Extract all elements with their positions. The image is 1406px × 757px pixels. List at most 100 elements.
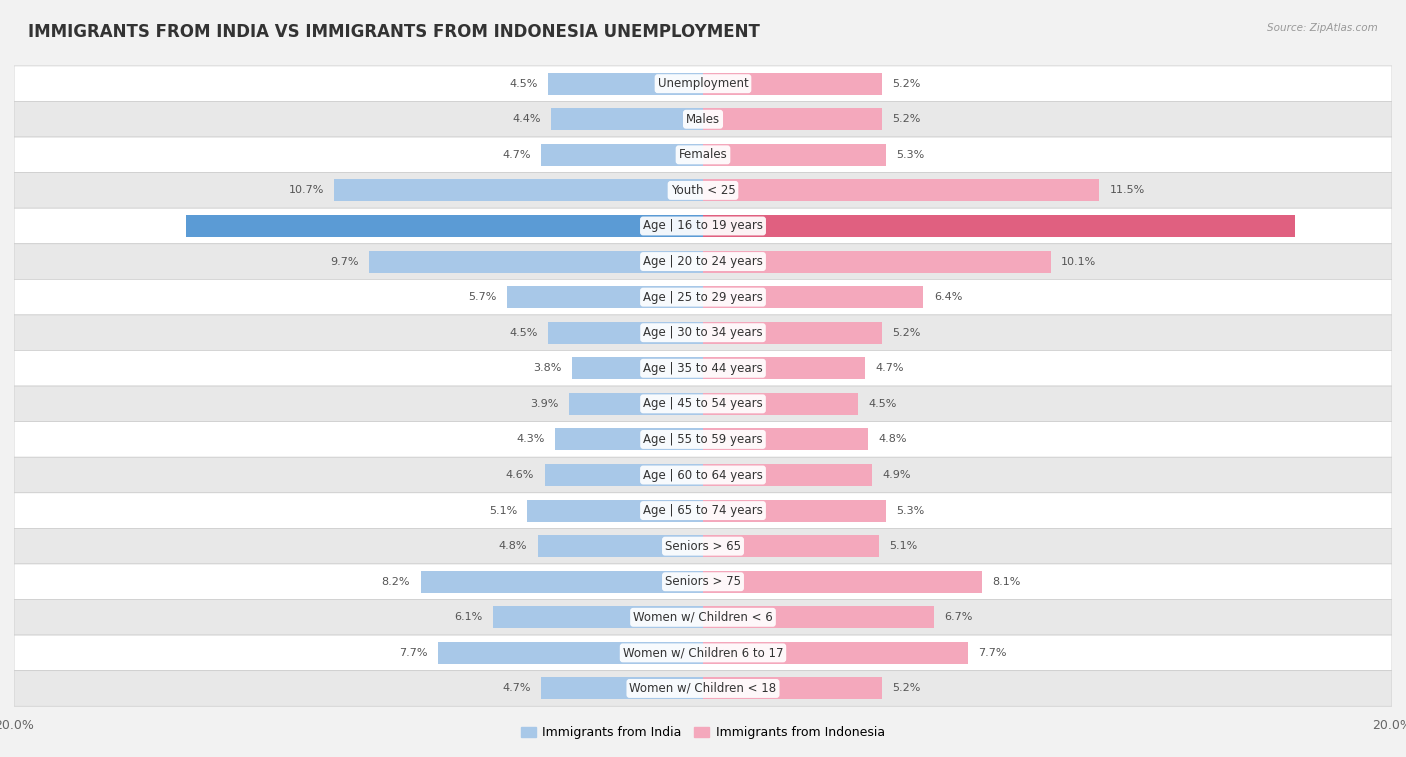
Bar — [703, 322, 882, 344]
Bar — [572, 357, 703, 379]
FancyBboxPatch shape — [14, 315, 1392, 350]
Bar — [541, 144, 703, 166]
Text: 5.7%: 5.7% — [468, 292, 496, 302]
Text: 5.3%: 5.3% — [896, 150, 924, 160]
Text: 10.1%: 10.1% — [1062, 257, 1097, 266]
FancyBboxPatch shape — [14, 564, 1392, 600]
Text: 8.2%: 8.2% — [381, 577, 411, 587]
Bar — [703, 251, 1050, 273]
Text: Age | 65 to 74 years: Age | 65 to 74 years — [643, 504, 763, 517]
Bar — [537, 535, 703, 557]
Text: 17.2%: 17.2% — [1306, 221, 1344, 231]
Text: Seniors > 65: Seniors > 65 — [665, 540, 741, 553]
Text: Age | 55 to 59 years: Age | 55 to 59 years — [643, 433, 763, 446]
Text: Age | 35 to 44 years: Age | 35 to 44 years — [643, 362, 763, 375]
Text: 5.2%: 5.2% — [893, 79, 921, 89]
Bar — [544, 464, 703, 486]
FancyBboxPatch shape — [14, 66, 1392, 101]
Text: Age | 60 to 64 years: Age | 60 to 64 years — [643, 469, 763, 481]
Text: Females: Females — [679, 148, 727, 161]
Bar — [548, 322, 703, 344]
Text: Youth < 25: Youth < 25 — [671, 184, 735, 197]
Text: 8.1%: 8.1% — [993, 577, 1021, 587]
Bar — [703, 357, 865, 379]
Bar — [551, 108, 703, 130]
Bar — [506, 286, 703, 308]
Bar — [568, 393, 703, 415]
Text: 3.9%: 3.9% — [530, 399, 558, 409]
Bar — [703, 286, 924, 308]
Text: 4.8%: 4.8% — [499, 541, 527, 551]
Text: 5.2%: 5.2% — [893, 114, 921, 124]
Text: 4.5%: 4.5% — [509, 79, 537, 89]
FancyBboxPatch shape — [14, 173, 1392, 208]
Bar — [703, 215, 1295, 237]
Text: Age | 45 to 54 years: Age | 45 to 54 years — [643, 397, 763, 410]
Text: 10.7%: 10.7% — [288, 185, 323, 195]
Text: 4.7%: 4.7% — [875, 363, 904, 373]
Text: 5.1%: 5.1% — [889, 541, 917, 551]
Text: Women w/ Children 6 to 17: Women w/ Children 6 to 17 — [623, 646, 783, 659]
Text: 15.0%: 15.0% — [138, 221, 176, 231]
Text: 4.7%: 4.7% — [502, 150, 531, 160]
Bar — [548, 73, 703, 95]
Text: Women w/ Children < 18: Women w/ Children < 18 — [630, 682, 776, 695]
Bar — [703, 144, 886, 166]
Text: 5.2%: 5.2% — [893, 328, 921, 338]
Text: 6.4%: 6.4% — [934, 292, 962, 302]
Text: 6.7%: 6.7% — [945, 612, 973, 622]
Bar — [703, 678, 882, 699]
Text: 5.3%: 5.3% — [896, 506, 924, 516]
FancyBboxPatch shape — [14, 137, 1392, 173]
FancyBboxPatch shape — [14, 671, 1392, 706]
Bar — [541, 678, 703, 699]
Text: Age | 30 to 34 years: Age | 30 to 34 years — [643, 326, 763, 339]
FancyBboxPatch shape — [14, 457, 1392, 493]
Bar — [186, 215, 703, 237]
Bar — [703, 571, 981, 593]
FancyBboxPatch shape — [14, 493, 1392, 528]
Bar — [494, 606, 703, 628]
Bar — [703, 73, 882, 95]
FancyBboxPatch shape — [14, 244, 1392, 279]
Text: 5.2%: 5.2% — [893, 684, 921, 693]
Text: 5.1%: 5.1% — [489, 506, 517, 516]
Bar — [555, 428, 703, 450]
Text: Source: ZipAtlas.com: Source: ZipAtlas.com — [1267, 23, 1378, 33]
FancyBboxPatch shape — [14, 350, 1392, 386]
Text: Women w/ Children < 6: Women w/ Children < 6 — [633, 611, 773, 624]
Text: Age | 20 to 24 years: Age | 20 to 24 years — [643, 255, 763, 268]
Text: Unemployment: Unemployment — [658, 77, 748, 90]
Text: Age | 25 to 29 years: Age | 25 to 29 years — [643, 291, 763, 304]
Bar — [703, 108, 882, 130]
Text: 4.9%: 4.9% — [882, 470, 911, 480]
Text: IMMIGRANTS FROM INDIA VS IMMIGRANTS FROM INDONESIA UNEMPLOYMENT: IMMIGRANTS FROM INDIA VS IMMIGRANTS FROM… — [28, 23, 761, 41]
Bar — [703, 535, 879, 557]
Text: 4.5%: 4.5% — [509, 328, 537, 338]
Text: 4.6%: 4.6% — [506, 470, 534, 480]
Bar — [437, 642, 703, 664]
Bar — [703, 642, 969, 664]
FancyBboxPatch shape — [14, 422, 1392, 457]
FancyBboxPatch shape — [14, 386, 1392, 422]
Bar — [703, 500, 886, 522]
Text: Seniors > 75: Seniors > 75 — [665, 575, 741, 588]
FancyBboxPatch shape — [14, 208, 1392, 244]
FancyBboxPatch shape — [14, 600, 1392, 635]
Bar — [703, 393, 858, 415]
Text: 4.3%: 4.3% — [516, 435, 544, 444]
Text: 3.8%: 3.8% — [533, 363, 562, 373]
Text: 7.7%: 7.7% — [399, 648, 427, 658]
FancyBboxPatch shape — [14, 279, 1392, 315]
FancyBboxPatch shape — [14, 528, 1392, 564]
Bar — [703, 179, 1099, 201]
Bar — [703, 464, 872, 486]
Text: 4.4%: 4.4% — [513, 114, 541, 124]
Text: 11.5%: 11.5% — [1109, 185, 1144, 195]
Text: 6.1%: 6.1% — [454, 612, 482, 622]
Bar — [703, 428, 869, 450]
Text: 4.5%: 4.5% — [869, 399, 897, 409]
Bar — [335, 179, 703, 201]
Text: Age | 16 to 19 years: Age | 16 to 19 years — [643, 220, 763, 232]
FancyBboxPatch shape — [14, 101, 1392, 137]
